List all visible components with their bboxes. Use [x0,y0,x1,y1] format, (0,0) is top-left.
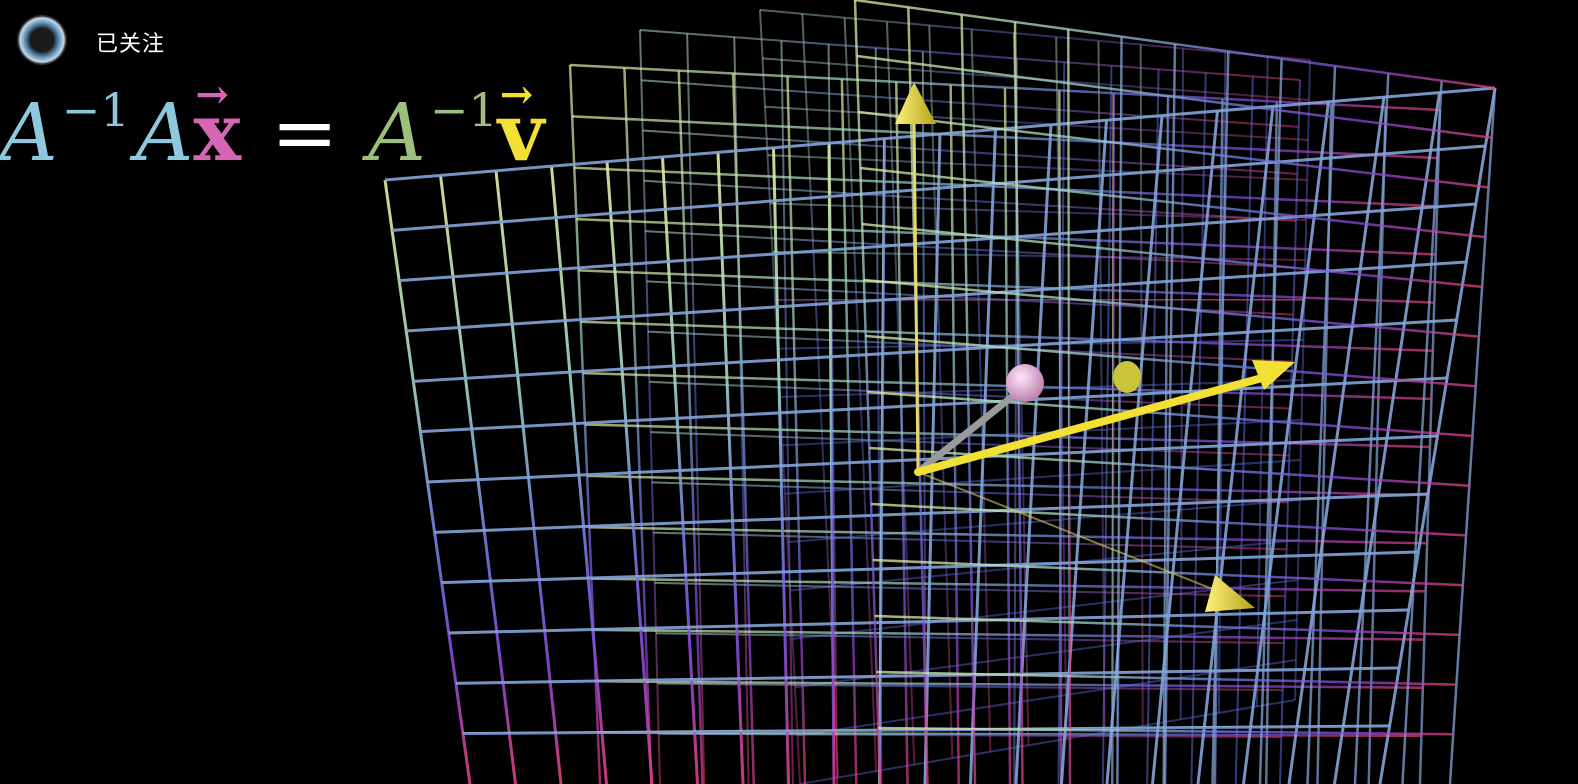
x-axis-line [917,471,1216,591]
equation-inverse-exponent-right: −1 [429,83,498,137]
equation-inverse-exponent-left: −1 [61,83,130,137]
x-axis-cone-icon [1205,575,1255,612]
equation-x-letter: x [193,85,242,179]
equation-A-middle: A [135,86,194,179]
z-axis-line [912,119,920,473]
equation-vector-x: → x [193,75,242,179]
point-marker [1113,361,1141,393]
z-axis-cone-icon [895,82,936,124]
vector-x-line [914,388,1022,476]
equation: A−1A → x = A−1 → v [0,75,544,173]
equation-equals-sign: = [271,86,339,179]
grid-plane-right [853,0,1497,784]
equation-A-right: A [368,86,426,179]
vector-v-arrowhead-icon [1252,360,1295,390]
follow-status-label[interactable]: 已关注 [96,32,166,57]
equation-vector-v: → v [497,75,545,179]
vector-arrow-icon: → [499,71,534,118]
vector-x-sphere [1006,364,1044,402]
equation-v-letter: v [497,85,545,179]
equation-A-left: A [0,86,58,179]
channel-avatar-icon[interactable] [18,16,66,64]
vector-arrow-icon: → [195,71,229,118]
vector-v-line [914,374,1266,476]
